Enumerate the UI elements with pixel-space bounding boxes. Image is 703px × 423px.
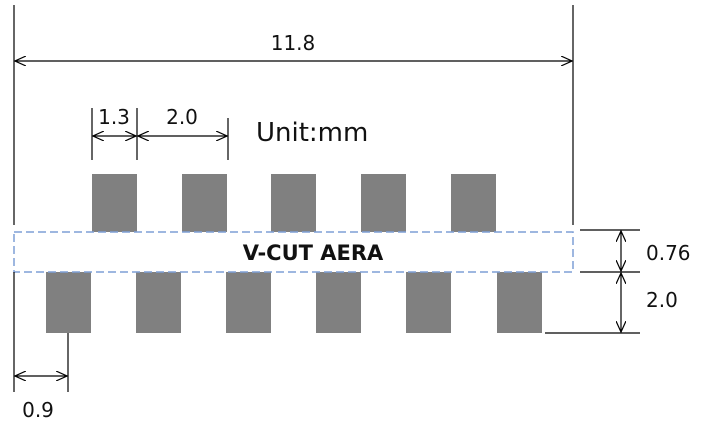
bottom-pad <box>136 272 181 333</box>
vcut-area: V-CUT AERA <box>13 231 574 273</box>
bottom-offset-dimension: 0.9 <box>13 272 69 422</box>
top-pad-row <box>92 174 496 234</box>
top-pad <box>182 174 227 234</box>
pad-width-label: 1.3 <box>98 105 130 129</box>
vertical-dimensions: 0.76 2.0 <box>545 229 691 334</box>
vcut-height-label: 0.76 <box>646 241 691 265</box>
overall-width-label: 11.8 <box>271 31 316 55</box>
pad-pitch-label: 2.0 <box>166 105 198 129</box>
bottom-offset-label: 0.9 <box>22 398 54 422</box>
top-pad <box>451 174 496 234</box>
unit-label: Unit:mm <box>256 118 368 148</box>
bottom-pad <box>46 272 91 333</box>
bottom-pad <box>316 272 361 333</box>
top-pad <box>361 174 406 234</box>
overall-width-dimension: 11.8 <box>13 5 574 225</box>
pad-width-dimension: 1.3 2.0 <box>91 105 229 160</box>
vcut-area-box <box>13 231 574 273</box>
bottom-pad <box>226 272 271 333</box>
vcut-area-label: V-CUT AERA <box>243 241 384 265</box>
bottom-pad <box>497 272 542 333</box>
top-pad <box>271 174 316 234</box>
bottom-pad-row <box>46 272 542 333</box>
top-pad <box>92 174 137 234</box>
pad-height-label: 2.0 <box>646 288 678 312</box>
bottom-pad <box>406 272 451 333</box>
